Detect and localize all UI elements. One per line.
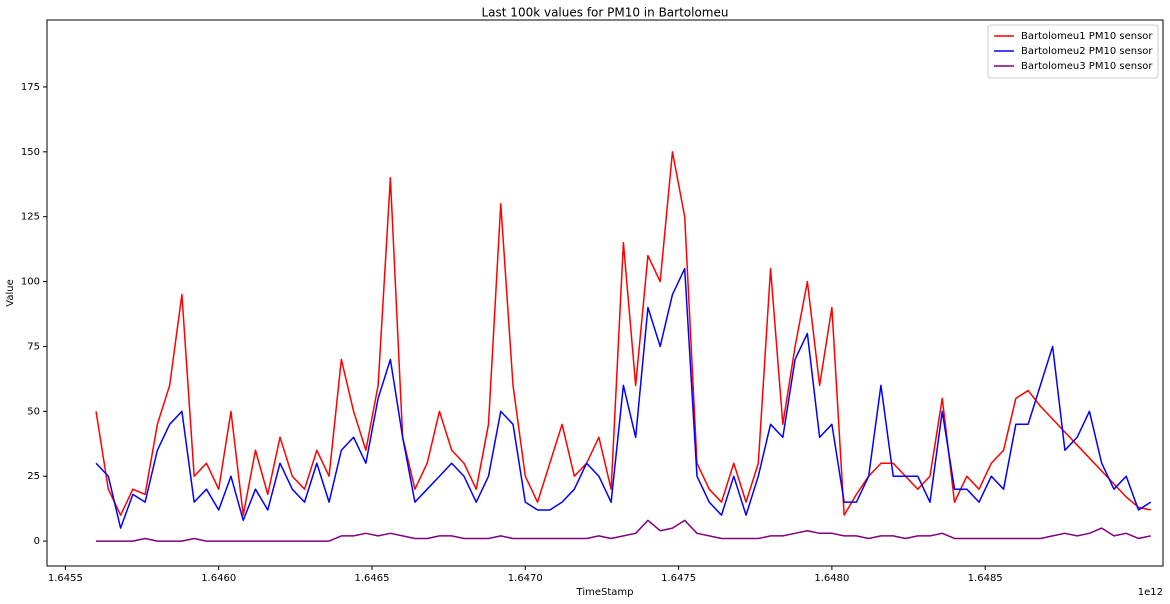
chart-title: Last 100k values for PM10 in Bartolomeu [482,6,729,20]
y-tick-label: 100 [21,277,40,288]
y-tick-label: 50 [27,406,40,417]
legend-label: Bartolomeu2 PM10 sensor [1021,46,1153,57]
x-tick-label: 1.6470 [508,573,543,584]
y-tick-label: 175 [21,82,40,93]
y-axis-label: Value [5,279,16,306]
legend: Bartolomeu1 PM10 sensor Bartolomeu2 PM10 … [987,24,1159,79]
y-tick-label: 150 [21,147,40,158]
plot-frame [46,19,1164,567]
y-tick-label: 25 [27,471,40,482]
x-tick-label: 1.6455 [48,573,83,584]
legend-box [987,24,1159,79]
x-offset-label: 1e12 [1138,587,1163,598]
y-tick-label: 0 [34,536,40,547]
data-line [95,151,1151,516]
y-tick-label: 75 [27,341,40,352]
data-line [95,267,1152,529]
legend-label: Bartolomeu1 PM10 sensor [1021,31,1153,42]
x-tick-label: 1.6475 [661,573,696,584]
x-tick-label: 1.6460 [201,573,236,584]
data-line [96,519,1151,542]
legend-label: Bartolomeu3 PM10 sensor [1021,61,1153,72]
x-tick-label: 1.6480 [814,573,849,584]
y-tick-label: 125 [21,212,40,223]
x-tick-label: 1.6485 [968,573,1003,584]
x-axis-label: TimeStamp [576,587,634,598]
x-tick-label: 1.6465 [354,573,389,584]
